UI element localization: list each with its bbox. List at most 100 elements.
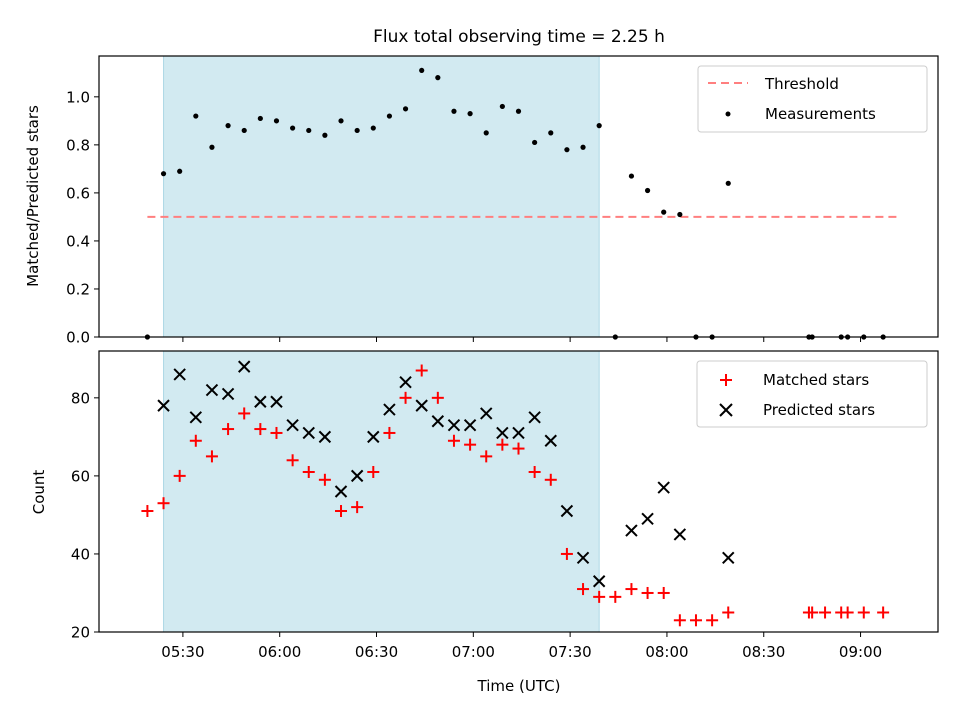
predicted-star-point [415,399,428,412]
predicted-star-point [205,383,219,397]
y-tick-label: 0.8 [66,136,90,154]
predicted-star-point [544,434,557,447]
predicted-star-point [350,469,364,483]
matched-star-point [141,505,154,518]
measurement-point [160,171,167,177]
matched-star-point [819,606,832,619]
predicted-star-point [592,575,606,588]
predicted-star-point [641,512,654,526]
predicted-star-point [318,430,332,444]
x-tick-label: 06:00 [258,643,301,661]
predicted-star-point [302,426,315,440]
measurement-points [144,67,886,340]
matched-star-point [367,465,380,478]
measurement-point [209,144,215,150]
predicted-star-point [173,368,186,381]
predicted-star-point [238,360,251,373]
predicted-star-point [157,399,170,412]
measurement-point [177,168,183,174]
measurement-point [499,103,505,110]
measurement-point [370,125,376,131]
legend-predicted-label: Predicted stars [763,401,875,419]
predicted-star-point [480,407,493,420]
measurement-point [241,127,247,134]
measurement-point [677,211,683,218]
x-tick-label: 05:30 [161,643,204,661]
measurement-point [225,123,231,129]
top-x-axis-ticks [182,337,862,342]
bottom-legend: Matched stars Predicted stars [696,360,928,428]
top-y-axis-label: Matched/Predicted stars [24,105,42,287]
y-tick-label: 60 [71,467,90,485]
matched-star-point [609,590,622,603]
bottom-x-axis-ticks: 05:30 06:00 06:30 07:00 07:30 08:00 08:30 09:00 [161,632,882,661]
predicted-star-point [496,426,509,440]
matched-star-point [189,434,202,447]
matched-star-point [480,450,493,463]
legend-matched-label: Matched stars [763,371,869,389]
y-tick-label: 40 [71,545,90,563]
y-tick-label: 0.4 [66,232,90,250]
matched-star-point [512,442,525,455]
y-tick-label: 20 [71,624,90,642]
matched-star-point [806,606,819,619]
bottom-shaded-region [163,350,600,633]
measurement-point [532,139,538,146]
x-tick-label: 07:00 [452,643,495,661]
predicted-stars-points [157,360,735,588]
y-tick-label: 80 [71,389,90,407]
y-tick-label: 0.6 [66,184,90,202]
matched-star-point [238,407,251,420]
measurement-point [290,125,296,131]
predicted-star-point [221,387,235,401]
matched-star-point [722,606,735,619]
predicted-star-point [431,415,445,428]
predicted-star-point [189,411,203,424]
matched-star-point [157,497,170,510]
matched-star-point [383,426,396,439]
bottom-legend-box [696,360,928,428]
matched-star-point [689,614,702,627]
predicted-star-point [254,395,267,408]
chart-title: Flux total observing time = 2.25 h [373,27,665,47]
matched-star-point [857,606,870,619]
matched-star-point [399,391,412,404]
predicted-star-point [286,418,299,432]
bottom-plot-frame [98,350,939,633]
bottom-y-axis-label: Count [30,470,48,515]
predicted-star-point [463,418,477,432]
predicted-star-point [447,418,461,432]
matched-star-point [877,606,890,619]
matched-star-point [464,438,477,451]
measurement-point [386,113,393,119]
bottom-y-axis-ticks: 20 40 60 80 [71,389,99,642]
matched-star-point [641,586,654,599]
x-tick-label: 07:30 [549,643,592,661]
measurement-point [354,127,360,134]
x-tick-label: 09:00 [839,643,882,661]
predicted-star-point [560,504,574,518]
matched-star-point [173,469,186,482]
measurement-point [661,209,667,215]
matched-star-point [286,454,299,467]
matched-star-point [302,465,315,478]
matched-star-point [447,434,460,447]
measurement-point [257,115,263,122]
top-legend-box [697,65,928,133]
y-tick-label: 0.2 [66,280,90,298]
legend-measurements-swatch [725,111,731,117]
measurement-point [548,130,554,136]
measurement-point [580,144,586,150]
matched-star-point [528,465,541,478]
measurement-point [644,187,651,194]
matched-stars-points [141,364,890,627]
x-tick-label: 08:30 [742,643,785,661]
matched-star-point [544,473,557,486]
measurement-point [306,127,312,134]
matched-star-point [415,364,428,377]
matched-star-point [270,426,283,439]
y-tick-label: 0.0 [66,329,90,347]
matched-star-point [431,391,444,404]
predicted-star-point [576,551,590,565]
